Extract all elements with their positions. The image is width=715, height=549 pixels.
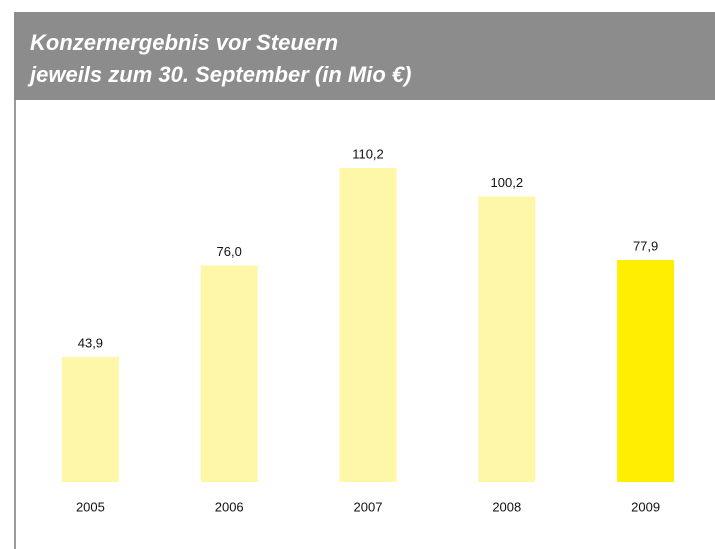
bar <box>478 196 536 482</box>
value-label: 76,0 <box>217 244 242 259</box>
bar <box>200 265 258 482</box>
bar <box>339 168 397 482</box>
x-tick-label: 2007 <box>354 499 383 514</box>
x-tick-label: 2006 <box>215 499 244 514</box>
value-label: 110,2 <box>352 146 384 161</box>
value-label: 100,2 <box>491 175 524 190</box>
value-label: 77,9 <box>633 238 658 253</box>
x-tick-label: 2005 <box>76 499 105 514</box>
bar <box>617 260 675 482</box>
header-band <box>14 12 715 100</box>
bar <box>61 356 119 482</box>
chart-title: Konzernergebnis vor Steuern <box>30 30 338 55</box>
chart-subtitle: jeweils zum 30. September (in Mio €) <box>27 62 411 87</box>
x-tick-label: 2008 <box>492 499 521 514</box>
value-label: 43,9 <box>78 335 103 350</box>
x-tick-label: 2009 <box>631 499 660 514</box>
